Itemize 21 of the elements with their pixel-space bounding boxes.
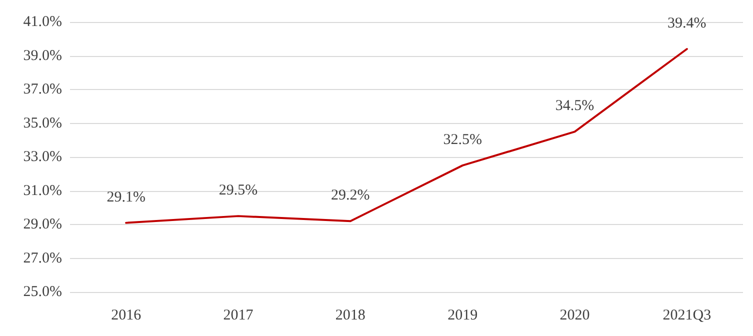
x-tick-label: 2019 bbox=[448, 308, 478, 324]
data-label: 29.2% bbox=[331, 188, 370, 204]
data-label: 29.5% bbox=[218, 182, 258, 199]
y-tick-label: 31.0% bbox=[23, 182, 62, 199]
x-tick-label: 2017 bbox=[223, 308, 254, 324]
y-tick-label: 27.0% bbox=[23, 250, 62, 266]
x-tick-label: 2018 bbox=[335, 308, 366, 324]
y-tick-label: 35.0% bbox=[23, 115, 62, 132]
y-tick-label: 33.0% bbox=[23, 149, 62, 165]
x-tick-label: 2021Q3 bbox=[662, 308, 712, 324]
data-label: 34.5% bbox=[555, 98, 594, 114]
y-tick-label: 29.0% bbox=[23, 216, 62, 232]
data-label: 32.5% bbox=[443, 132, 482, 148]
y-tick-label: 37.0% bbox=[23, 82, 62, 98]
data-label: 29.1% bbox=[106, 189, 146, 206]
x-tick-label: 2016 bbox=[111, 308, 142, 324]
y-tick-label: 41.0% bbox=[23, 14, 62, 30]
x-tick-label: 2020 bbox=[560, 308, 590, 324]
y-tick-label: 39.0% bbox=[23, 48, 62, 64]
data-label: 39.4% bbox=[668, 16, 706, 32]
y-tick-label: 25.0% bbox=[23, 284, 62, 300]
